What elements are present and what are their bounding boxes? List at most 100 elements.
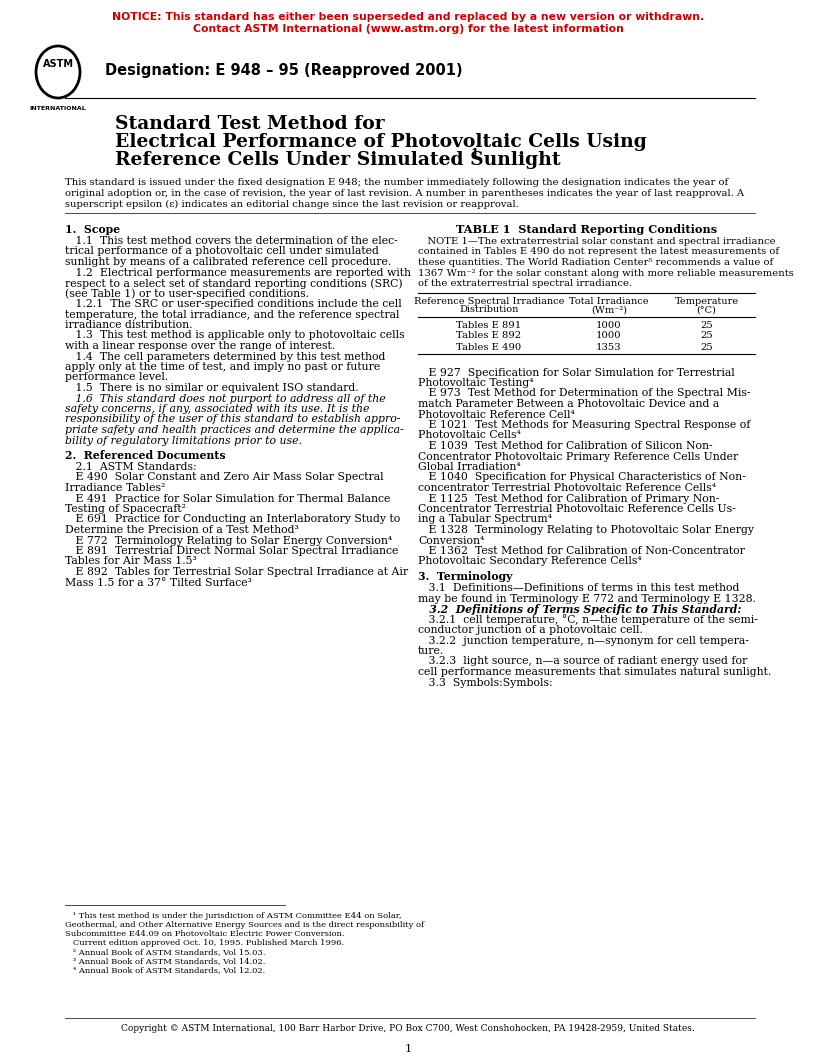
Text: ¹ This test method is under the jurisdiction of ASTM Committee E44 on Solar,: ¹ This test method is under the jurisdic…: [65, 912, 401, 920]
Text: apply only at the time of test, and imply no past or future: apply only at the time of test, and impl…: [65, 362, 380, 372]
Text: ing a Tabular Spectrum⁴: ing a Tabular Spectrum⁴: [418, 514, 552, 525]
Text: E 1125  Test Method for Calibration of Primary Non-: E 1125 Test Method for Calibration of Pr…: [418, 493, 720, 504]
Text: concentrator Terrestrial Photovoltaic Reference Cells⁴: concentrator Terrestrial Photovoltaic Re…: [418, 483, 716, 493]
Text: Tables E 892: Tables E 892: [456, 332, 521, 340]
Text: match Parameter Between a Photovoltaic Device and a: match Parameter Between a Photovoltaic D…: [418, 399, 719, 409]
Text: 1.  Scope: 1. Scope: [65, 224, 120, 235]
Text: Photovoltaic Secondary Reference Cells⁴: Photovoltaic Secondary Reference Cells⁴: [418, 557, 641, 566]
Text: superscript epsilon (ε) indicates an editorial change since the last revision or: superscript epsilon (ε) indicates an edi…: [65, 200, 519, 209]
Text: temperature, the total irradiance, and the reference spectral: temperature, the total irradiance, and t…: [65, 309, 400, 320]
Text: NOTICE: This standard has either been superseded and replaced by a new version o: NOTICE: This standard has either been su…: [112, 12, 704, 22]
Text: E 927  Specification for Solar Simulation for Terrestrial: E 927 Specification for Solar Simulation…: [418, 367, 734, 377]
Text: E 691  Practice for Conducting an Interlaboratory Study to: E 691 Practice for Conducting an Interla…: [65, 514, 401, 525]
Text: E 1039  Test Method for Calibration of Silicon Non-: E 1039 Test Method for Calibration of Si…: [418, 441, 712, 451]
Text: Determine the Precision of a Test Method³: Determine the Precision of a Test Method…: [65, 525, 299, 535]
Text: 3.3  Symbols:Symbols:: 3.3 Symbols:Symbols:: [418, 678, 552, 687]
Text: 25: 25: [700, 332, 713, 340]
Text: This standard is issued under the fixed designation E 948; the number immediatel: This standard is issued under the fixed …: [65, 178, 728, 187]
Text: Tables for Air Mass 1.5³: Tables for Air Mass 1.5³: [65, 557, 197, 566]
Text: E 973  Test Method for Determination of the Spectral Mis-: E 973 Test Method for Determination of t…: [418, 389, 751, 398]
Text: may be found in Terminology E 772 and Terminology E 1328.: may be found in Terminology E 772 and Te…: [418, 593, 756, 603]
Text: Photovoltaic Cells⁴: Photovoltaic Cells⁴: [418, 431, 521, 440]
Text: of the extraterrestrial spectral irradiance.: of the extraterrestrial spectral irradia…: [418, 279, 632, 288]
Text: ³ Annual Book of ASTM Standards, Vol 14.02.: ³ Annual Book of ASTM Standards, Vol 14.…: [65, 957, 265, 965]
Text: 2.  Referenced Documents: 2. Referenced Documents: [65, 450, 226, 461]
Text: Concentrator Terrestrial Photovoltaic Reference Cells Us-: Concentrator Terrestrial Photovoltaic Re…: [418, 504, 736, 514]
Text: ² Annual Book of ASTM Standards, Vol 15.03.: ² Annual Book of ASTM Standards, Vol 15.…: [65, 948, 265, 956]
Text: Temperature: Temperature: [675, 297, 738, 305]
Text: 1: 1: [405, 1044, 411, 1054]
Text: 25: 25: [700, 342, 713, 352]
Text: Designation: E 948 – 95 (Reapproved 2001): Designation: E 948 – 95 (Reapproved 2001…: [105, 63, 463, 78]
Text: 2.1  ASTM Standards:: 2.1 ASTM Standards:: [65, 463, 197, 472]
Text: Reference Cells Under Simulated Sunlight: Reference Cells Under Simulated Sunlight: [115, 151, 561, 169]
Text: priate safety and health practices and determine the applica-: priate safety and health practices and d…: [65, 425, 404, 435]
Text: Contact ASTM International (www.astm.org) for the latest information: Contact ASTM International (www.astm.org…: [193, 24, 623, 34]
Text: E 491  Practice for Solar Simulation for Thermal Balance: E 491 Practice for Solar Simulation for …: [65, 493, 390, 504]
Text: contained in Tables E 490 do not represent the latest measurements of: contained in Tables E 490 do not represe…: [418, 247, 779, 257]
Text: E 1040  Specification for Physical Characteristics of Non-: E 1040 Specification for Physical Charac…: [418, 472, 746, 483]
Text: with a linear response over the range of interest.: with a linear response over the range of…: [65, 341, 335, 351]
Text: Reference Spectral Irradiance: Reference Spectral Irradiance: [414, 297, 564, 305]
Text: irradiance distribution.: irradiance distribution.: [65, 320, 193, 329]
Text: Tables E 490: Tables E 490: [456, 342, 521, 352]
Text: conductor junction of a photovoltaic cell.: conductor junction of a photovoltaic cel…: [418, 625, 643, 635]
Text: bility of regulatory limitations prior to use.: bility of regulatory limitations prior t…: [65, 435, 302, 446]
Text: Global Irradiation⁴: Global Irradiation⁴: [418, 463, 521, 472]
Text: NOTE 1—The extraterrestrial solar constant and spectral irradiance: NOTE 1—The extraterrestrial solar consta…: [418, 237, 776, 246]
Text: 3.1  Definitions—Definitions of terms in this test method: 3.1 Definitions—Definitions of terms in …: [418, 583, 739, 593]
Text: sunlight by means of a calibrated reference cell procedure.: sunlight by means of a calibrated refere…: [65, 257, 391, 267]
Text: Concentrator Photovoltaic Primary Reference Cells Under: Concentrator Photovoltaic Primary Refere…: [418, 452, 738, 461]
Text: 1.1  This test method covers the determination of the elec-: 1.1 This test method covers the determin…: [65, 235, 397, 246]
Text: 3.  Terminology: 3. Terminology: [418, 571, 512, 582]
Text: 3.2.2  junction temperature, n—synonym for cell tempera-: 3.2.2 junction temperature, n—synonym fo…: [418, 636, 749, 645]
Text: 1: 1: [471, 148, 479, 161]
Text: 1000: 1000: [596, 332, 622, 340]
Text: ⁴ Annual Book of ASTM Standards, Vol 12.02.: ⁴ Annual Book of ASTM Standards, Vol 12.…: [65, 966, 265, 974]
Text: 1.3  This test method is applicable only to photovoltaic cells: 1.3 This test method is applicable only …: [65, 331, 405, 340]
Text: Conversion⁴: Conversion⁴: [418, 535, 484, 546]
Text: performance level.: performance level.: [65, 373, 168, 382]
Text: E 1021  Test Methods for Measuring Spectral Response of: E 1021 Test Methods for Measuring Spectr…: [418, 420, 751, 430]
Text: 3.2.1  cell temperature, °C, n—the temperature of the semi-: 3.2.1 cell temperature, °C, n—the temper…: [418, 615, 758, 625]
Text: (see Table 1) or to user-specified conditions.: (see Table 1) or to user-specified condi…: [65, 288, 309, 299]
Text: ASTM: ASTM: [42, 59, 73, 69]
Text: 1.2  Electrical performance measurements are reported with: 1.2 Electrical performance measurements …: [65, 267, 411, 278]
Text: Geothermal, and Other Alternative Energy Sources and is the direct responsibilit: Geothermal, and Other Alternative Energy…: [65, 921, 424, 929]
Text: 1367 Wm⁻² for the solar constant along with more reliable measurements: 1367 Wm⁻² for the solar constant along w…: [418, 268, 794, 278]
Text: responsibility of the user of this standard to establish appro-: responsibility of the user of this stand…: [65, 415, 401, 425]
Text: INTERNATIONAL: INTERNATIONAL: [29, 106, 86, 111]
Text: Photovoltaic Testing⁴: Photovoltaic Testing⁴: [418, 378, 534, 388]
Text: safety concerns, if any, associated with its use. It is the: safety concerns, if any, associated with…: [65, 404, 370, 414]
Text: 1353: 1353: [596, 342, 622, 352]
Text: original adoption or, in the case of revision, the year of last revision. A numb: original adoption or, in the case of rev…: [65, 189, 744, 199]
Text: E 490  Solar Constant and Zero Air Mass Solar Spectral: E 490 Solar Constant and Zero Air Mass S…: [65, 472, 384, 483]
Text: Electrical Performance of Photovoltaic Cells Using: Electrical Performance of Photovoltaic C…: [115, 133, 647, 151]
Text: E 892  Tables for Terrestrial Solar Spectral Irradiance at Air: E 892 Tables for Terrestrial Solar Spect…: [65, 567, 408, 577]
Text: TABLE 1  Standard Reporting Conditions: TABLE 1 Standard Reporting Conditions: [456, 224, 717, 235]
Text: Irradiance Tables²: Irradiance Tables²: [65, 483, 166, 493]
Text: Mass 1.5 for a 37° Tilted Surface³: Mass 1.5 for a 37° Tilted Surface³: [65, 578, 252, 587]
Text: cell performance measurements that simulates natural sunlight.: cell performance measurements that simul…: [418, 667, 771, 677]
Text: (Wm⁻²): (Wm⁻²): [591, 305, 627, 315]
Text: Current edition approved Oct. 10, 1995. Published March 1996.: Current edition approved Oct. 10, 1995. …: [65, 939, 344, 947]
Text: trical performance of a photovoltaic cell under simulated: trical performance of a photovoltaic cel…: [65, 246, 379, 257]
Text: 1.5  There is no similar or equivalent ISO standard.: 1.5 There is no similar or equivalent IS…: [65, 383, 358, 393]
Text: Photovoltaic Reference Cell⁴: Photovoltaic Reference Cell⁴: [418, 410, 574, 419]
Text: E 772  Terminology Relating to Solar Energy Conversion⁴: E 772 Terminology Relating to Solar Ener…: [65, 535, 392, 546]
Text: 1.4  The cell parameters determined by this test method: 1.4 The cell parameters determined by th…: [65, 352, 385, 361]
Text: respect to a select set of standard reporting conditions (SRC): respect to a select set of standard repo…: [65, 278, 402, 288]
Text: 1000: 1000: [596, 321, 622, 329]
Text: Distribution: Distribution: [459, 305, 519, 315]
Text: 1.6  ​This standard does not purport to address all of the: 1.6 ​This standard does not purport to a…: [65, 394, 386, 403]
Text: 1.2.1  The SRC or user-specified conditions include the cell: 1.2.1 The SRC or user-specified conditio…: [65, 299, 401, 309]
Text: (°C): (°C): [697, 305, 716, 315]
Text: Copyright © ASTM International, 100 Barr Harbor Drive, PO Box C700, West Conshoh: Copyright © ASTM International, 100 Barr…: [121, 1024, 695, 1033]
Text: ture.: ture.: [418, 646, 444, 656]
Text: Standard Test Method for: Standard Test Method for: [115, 115, 384, 133]
Text: Subcommittee E44.09 on Photovoltaic Electric Power Conversion.: Subcommittee E44.09 on Photovoltaic Elec…: [65, 930, 344, 938]
Text: 3.2.3  light source, n—a source of radiant energy used for: 3.2.3 light source, n—a source of radian…: [418, 657, 747, 666]
Text: E 891  Terrestrial Direct Normal Solar Spectral Irradiance: E 891 Terrestrial Direct Normal Solar Sp…: [65, 546, 398, 557]
Text: Total Irradiance: Total Irradiance: [570, 297, 649, 305]
Text: 25: 25: [700, 321, 713, 329]
